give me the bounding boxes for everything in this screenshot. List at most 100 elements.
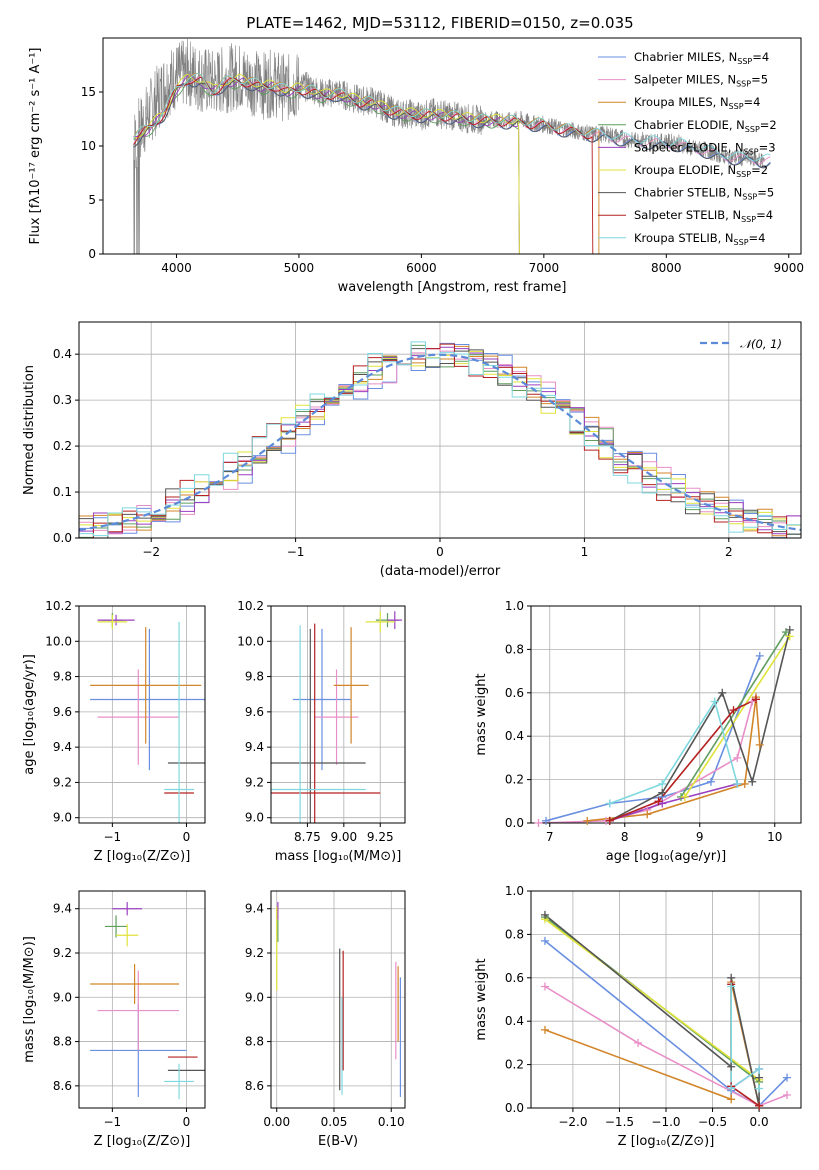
mass-weight-marker <box>540 936 549 945</box>
x-tick-label: 4000 <box>161 261 192 275</box>
x-tick-label: −1 <box>287 545 305 559</box>
axes-frame <box>530 605 802 824</box>
mass-weight-marker <box>785 625 794 634</box>
y-tick-label: 9.4 <box>245 740 264 754</box>
model-spectrum-line <box>133 74 520 254</box>
mass-weight-marker <box>727 982 736 991</box>
legend-entry: Salpeter MILES, NSSP=5 <box>634 73 768 89</box>
y-tick-label: 0 <box>88 247 96 261</box>
y-tick-label: 0.2 <box>505 773 524 787</box>
mass-weight-marker <box>540 1025 549 1034</box>
mass-weight-line <box>609 698 757 822</box>
legend-entry: Kroupa ELODIE, NSSP=2 <box>634 163 768 179</box>
y-tick-label: 9.0 <box>245 811 264 825</box>
residual-histogram <box>79 348 801 538</box>
axes-frame <box>78 605 206 824</box>
x-axis-label: (data-model)/error <box>380 564 501 579</box>
x-axis-label: Z [log₁₀(Z/Z⊙)] <box>94 1134 191 1149</box>
x-tick-label: 8000 <box>651 261 682 275</box>
axes-frame <box>270 890 406 1109</box>
axes-frame <box>270 605 406 824</box>
mass-weight-marker <box>605 816 614 825</box>
y-tick-label: 9.8 <box>245 670 264 684</box>
x-axis-label: E(B-V) <box>318 1134 358 1149</box>
x-tick-label: 7000 <box>529 261 560 275</box>
y-tick-label: 0.3 <box>53 393 72 407</box>
y-tick-label: 9.4 <box>53 740 72 754</box>
x-tick-label: 0 <box>436 545 444 559</box>
y-tick-label: 0.2 <box>53 439 72 453</box>
mass-weight-marker <box>634 1038 643 1047</box>
y-tick-label: 0.2 <box>505 1058 524 1072</box>
mass-weight-marker <box>680 792 689 801</box>
y-axis-label: mass weight <box>474 958 489 1040</box>
mass-weight-line <box>609 783 738 822</box>
x-tick-label: −2 <box>142 545 160 559</box>
x-tick-label: 5000 <box>284 261 315 275</box>
y-tick-label: 9.2 <box>53 775 72 789</box>
x-axis-label: wavelength [Angstrom, rest frame] <box>338 280 567 295</box>
mass-weight-marker <box>534 819 543 827</box>
y-tick-label: 0.4 <box>505 1014 524 1028</box>
residual-histogram <box>79 348 801 535</box>
axes-mass_vs_Z: −1 0 8.6 8.8 9.0 9.2 9.4 Z [log₁₀(Z/Z⊙)] mass [l… <box>22 890 206 1149</box>
mass-weight-marker <box>733 753 742 762</box>
y-tick-label: 10 <box>81 139 96 153</box>
mass-weight-marker <box>707 777 715 786</box>
legend-entry: Salpeter STELIB, NSSP=4 <box>634 208 773 224</box>
y-axis-label: mass weight <box>474 673 489 755</box>
model-spectrum-line <box>133 79 771 169</box>
axes-age_vs_mass: 8.75 9.00 9.25 9.0 9.2 9.4 9.6 9.8 10.0 10.2 mass … <box>237 599 406 864</box>
plot-area <box>271 611 403 823</box>
axes-mass_weight_vs_age: 7 8 9 10 0.0 0.2 0.4 0.6 0.8 1.0 age [log₁₀(age/yr… <box>474 599 802 864</box>
y-tick-label: 9.2 <box>245 775 264 789</box>
mass-weight-marker <box>755 740 764 749</box>
spectrum-legend: Chabrier MILES, NSSP=4 Salpeter MILES, NS… <box>598 50 777 247</box>
y-tick-label: 0.0 <box>505 816 524 830</box>
x-tick-label: 9 <box>696 830 704 844</box>
mass-weight-line <box>545 655 761 822</box>
y-tick-label: 9.6 <box>245 705 264 719</box>
mass-weight-marker <box>729 706 738 715</box>
y-tick-label: 9.8 <box>53 670 72 684</box>
y-tick-label: 9.0 <box>53 990 72 1004</box>
model-spectrum-line <box>133 77 520 254</box>
plot-area <box>79 341 801 538</box>
axes-frame <box>530 890 802 1109</box>
y-tick-label: 8.8 <box>53 1035 72 1049</box>
normal-distribution-curve <box>79 353 801 531</box>
x-tick-label: 0 <box>183 1115 191 1129</box>
x-tick-label: 7 <box>546 830 554 844</box>
mass-weight-marker <box>542 816 550 825</box>
x-tick-label: −0.5 <box>698 1115 727 1129</box>
mass-weight-line <box>544 918 760 1081</box>
x-tick-label: 0.00 <box>263 1115 290 1129</box>
residual-histogram <box>79 343 801 538</box>
x-axis-label: age [log₁₀(age/yr)] <box>606 849 727 864</box>
x-tick-label: 0.05 <box>321 1115 348 1129</box>
y-axis-label: Flux [fλ10⁻¹⁷ erg cm⁻² s⁻¹ A⁻¹] <box>28 48 43 245</box>
y-tick-label: 15 <box>81 85 96 99</box>
x-axis-label: mass [log₁₀(M/M⊙)] <box>275 849 402 864</box>
mass-weight-marker <box>727 1062 736 1071</box>
mass-weight-marker <box>583 816 592 825</box>
x-tick-label: 0.10 <box>378 1115 405 1129</box>
y-tick-label: 0.8 <box>505 927 524 941</box>
y-tick-label: 0.6 <box>505 686 524 700</box>
x-tick-label: 6000 <box>406 261 437 275</box>
y-tick-label: 10.0 <box>45 634 72 648</box>
y-tick-label: 0.1 <box>53 485 72 499</box>
y-tick-label: 1.0 <box>505 599 524 613</box>
x-tick-label: 9.00 <box>330 830 357 844</box>
residual-histogram <box>79 341 801 538</box>
legend-entry: Chabrier ELODIE, NSSP=2 <box>634 118 777 134</box>
mass-weight-marker <box>540 910 549 919</box>
y-axis-label: mass [log₁₀(M/M⊙)] <box>22 936 37 1063</box>
mass-weight-marker <box>727 1095 736 1104</box>
mass-weight-marker <box>718 688 727 697</box>
x-tick-label: −1 <box>104 830 122 844</box>
y-tick-label: 0.6 <box>505 971 524 985</box>
x-tick-label: −1.5 <box>605 1115 634 1129</box>
axes-mass_vs_ebv: 0.00 0.05 0.10 8.6 8.8 9.0 9.2 9.4 E(B-V) <box>245 890 406 1149</box>
y-tick-label: 9.2 <box>245 946 264 960</box>
